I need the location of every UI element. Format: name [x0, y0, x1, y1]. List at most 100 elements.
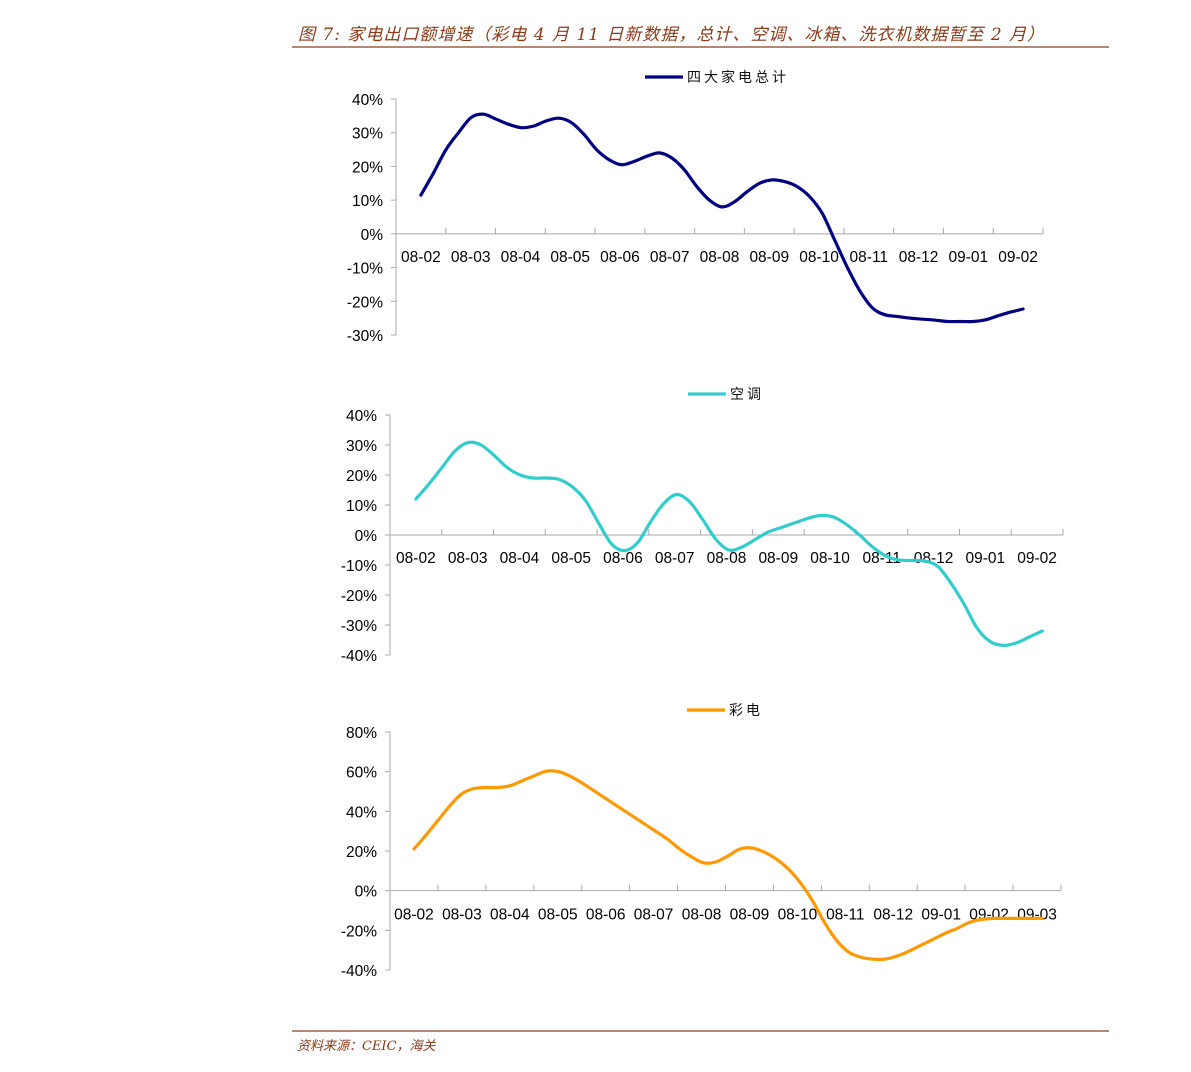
- data-point: [495, 118, 497, 120]
- chart-tv: 80% 60% 40% 20% 0% -20% -40% 08-02 08-03 08-04 08-…: [341, 703, 1062, 980]
- data-point: [696, 186, 698, 188]
- x-tick-label: 08-04: [501, 249, 541, 266]
- x-tick-label: 08-10: [810, 550, 850, 567]
- data-point: [658, 152, 660, 154]
- series-line: [414, 440, 1044, 648]
- data-point: [620, 164, 622, 166]
- data-point: [989, 640, 991, 642]
- y-tick-label: 20%: [346, 844, 377, 861]
- data-point: [784, 180, 786, 182]
- y-tick-label: 20%: [346, 468, 377, 485]
- data-point: [739, 848, 741, 850]
- data-point: [754, 538, 756, 540]
- data-point: [871, 307, 873, 309]
- data-point: [1029, 917, 1031, 919]
- data-point: [924, 560, 926, 562]
- data-point: [703, 862, 705, 864]
- data-point: [676, 493, 678, 495]
- data-point: [428, 483, 430, 485]
- data-point: [637, 541, 639, 543]
- x-tick-label: 08-10: [778, 907, 818, 924]
- data-point: [984, 319, 986, 321]
- x-tick-label: 08-05: [551, 550, 591, 567]
- x-tick-label: 08-09: [730, 907, 770, 924]
- data-point: [872, 958, 874, 960]
- data-point: [532, 477, 534, 479]
- x-tick-label: 08-10: [799, 249, 839, 266]
- x-tick-label: 08-12: [914, 550, 954, 567]
- x-tick-label: 08-07: [650, 249, 690, 266]
- data-point: [751, 847, 753, 849]
- series-line: [412, 769, 1044, 961]
- x-tick-label: 08-07: [655, 550, 695, 567]
- data-point: [909, 317, 911, 319]
- data-point: [832, 516, 834, 518]
- y-tick-label: 60%: [346, 765, 377, 782]
- series-line: [419, 112, 1025, 324]
- data-point: [968, 921, 970, 923]
- data-point: [449, 804, 451, 806]
- y-tick-label: 20%: [352, 159, 383, 176]
- data-point: [972, 320, 974, 322]
- legend-label: 彩电: [729, 703, 763, 719]
- y-tick-label: 30%: [346, 438, 377, 455]
- footer-rule: [292, 1030, 1109, 1032]
- data-point: [898, 559, 900, 561]
- data-point: [606, 798, 608, 800]
- data-point: [630, 814, 632, 816]
- data-point: [1041, 630, 1043, 632]
- data-point: [545, 120, 547, 122]
- data-point: [845, 523, 847, 525]
- data-point: [1022, 308, 1024, 310]
- x-tick-label: 08-02: [396, 550, 436, 567]
- data-point: [956, 927, 958, 929]
- data-point: [976, 627, 978, 629]
- data-point: [871, 546, 873, 548]
- data-point: [461, 792, 463, 794]
- data-point: [884, 314, 886, 316]
- y-tick-label: 0%: [355, 884, 378, 901]
- figure-title: 图 7: 家电出口额增速（彩电 4 月 11 日新数据，总计、空调、冰箱、洗衣机…: [298, 25, 1046, 45]
- x-tick-label: 09-02: [998, 249, 1038, 266]
- data-point: [937, 565, 939, 567]
- x-tick-label: 08-06: [600, 249, 640, 266]
- data-point: [908, 950, 910, 952]
- x-tick-label: 08-08: [682, 907, 722, 924]
- data-point: [624, 549, 626, 551]
- data-point: [780, 526, 782, 528]
- y-tick-label: 10%: [352, 193, 383, 210]
- data-point: [570, 775, 572, 777]
- data-point: [654, 830, 656, 832]
- source-note: 资料来源：CEIC，海关: [297, 1039, 436, 1054]
- data-point: [480, 444, 482, 446]
- y-tick-label: 40%: [352, 92, 383, 109]
- data-point: [947, 320, 949, 322]
- data-point: [834, 239, 836, 241]
- data-point: [671, 157, 673, 159]
- data-point: [1002, 644, 1004, 646]
- data-point: [558, 117, 560, 119]
- x-tick-label: 08-09: [749, 249, 789, 266]
- x-tick-label: 09-02: [1017, 550, 1057, 567]
- data-point: [997, 315, 999, 317]
- data-point: [618, 806, 620, 808]
- legend-label: 四大家电总计: [687, 69, 789, 86]
- y-tick-label: -20%: [341, 588, 377, 605]
- data-point: [595, 148, 597, 150]
- data-point: [846, 266, 848, 268]
- data-point: [708, 199, 710, 201]
- x-tick-label: 09-01: [949, 249, 989, 266]
- data-point: [413, 848, 415, 850]
- data-point: [571, 486, 573, 488]
- data-point: [959, 320, 961, 322]
- data-point: [896, 955, 898, 957]
- data-point: [415, 498, 417, 500]
- data-point: [546, 770, 548, 772]
- data-point: [896, 315, 898, 317]
- data-point: [733, 201, 735, 203]
- data-point: [1041, 917, 1043, 919]
- x-tick-label: 08-03: [448, 550, 488, 567]
- data-point: [799, 882, 801, 884]
- x-tick-label: 08-05: [550, 249, 590, 266]
- x-tick-label: 08-12: [873, 907, 913, 924]
